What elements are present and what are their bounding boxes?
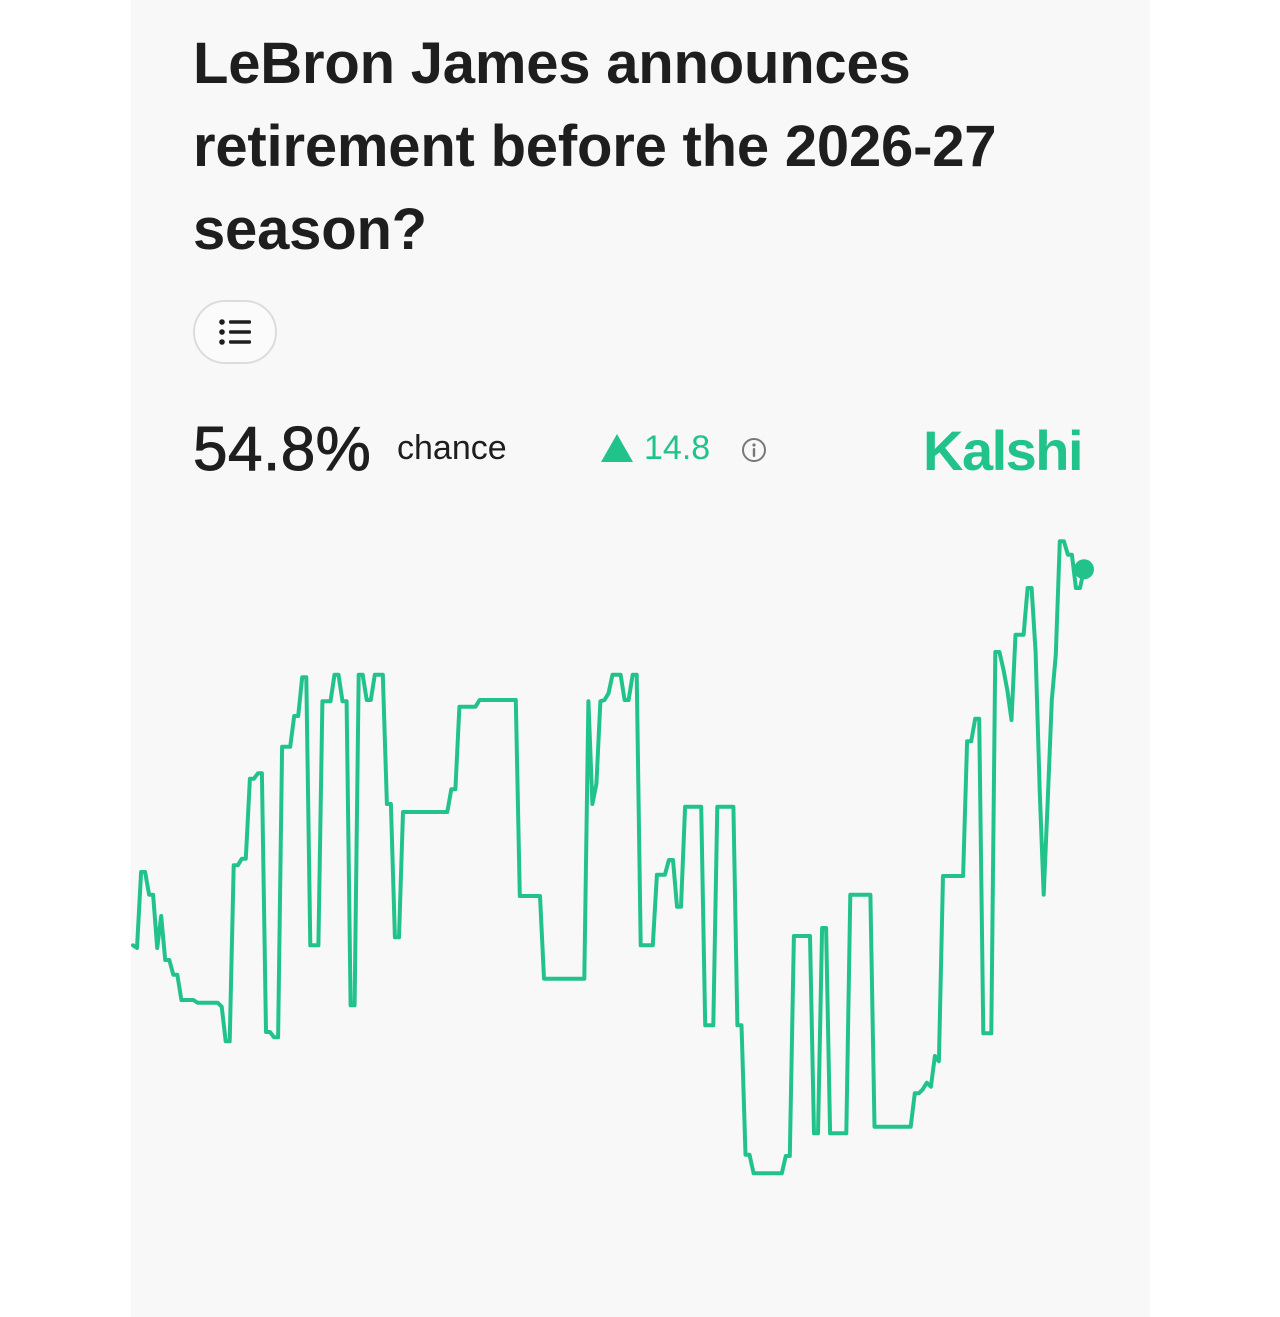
current-price-dot (1074, 559, 1094, 580)
market-card: LeBron James announces retirement before… (131, 0, 1150, 1317)
probability-row: 54.8% chance 14.8 (192, 410, 1093, 490)
chance-label: chance (397, 429, 507, 467)
chance-value: 54.8% (192, 415, 372, 485)
triangle-up-icon (601, 434, 633, 462)
rules-button[interactable] (193, 300, 277, 364)
change-value: 14.8 (644, 429, 711, 467)
price-chart (131, 539, 1094, 1176)
brand-logo: Kalshi (923, 419, 1084, 482)
info-icon[interactable] (741, 437, 767, 463)
market-title: LeBron James announces retirement before… (193, 31, 997, 262)
list-icon (219, 319, 251, 345)
price-line (131, 539, 1086, 1176)
